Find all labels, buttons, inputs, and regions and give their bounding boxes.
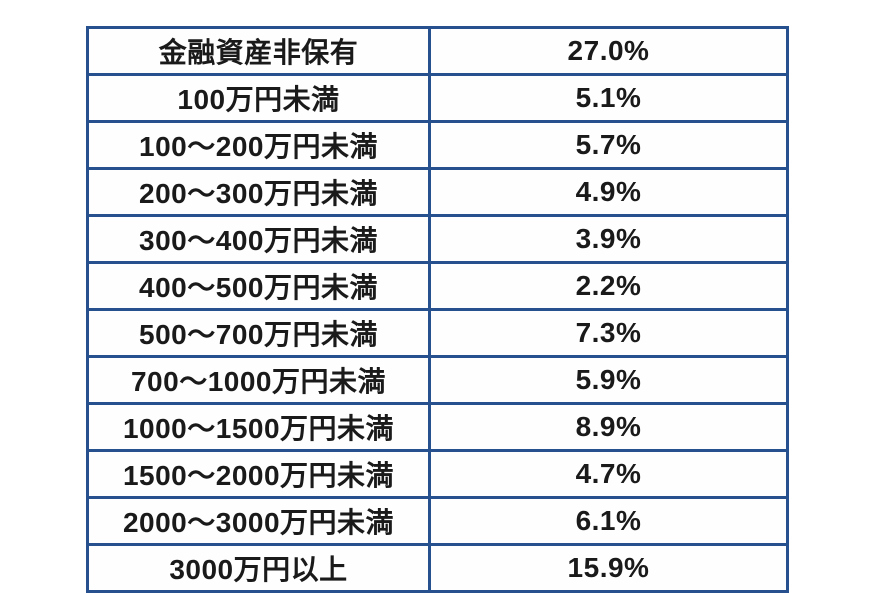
asset-range-cell: 100万円未満 bbox=[86, 73, 431, 123]
percentage-cell: 5.9% bbox=[428, 355, 789, 405]
asset-range-cell: 1500〜2000万円未満 bbox=[86, 449, 431, 499]
asset-distribution-table: 金融資産非保有 27.0% 100万円未満 5.1% 100〜200万円未満 5.7% 20… bbox=[86, 26, 789, 593]
table-row: 1000〜1500万円未満 8.9% bbox=[86, 402, 789, 452]
percentage-cell: 7.3% bbox=[428, 308, 789, 358]
table-row: 300〜400万円未満 3.9% bbox=[86, 214, 789, 264]
percentage-cell: 27.0% bbox=[428, 26, 789, 76]
table-body: 金融資産非保有 27.0% 100万円未満 5.1% 100〜200万円未満 5.7% 20… bbox=[86, 26, 789, 593]
percentage-cell: 8.9% bbox=[428, 402, 789, 452]
asset-range-cell: 300〜400万円未満 bbox=[86, 214, 431, 264]
percentage-cell: 3.9% bbox=[428, 214, 789, 264]
asset-range-cell: 200〜300万円未満 bbox=[86, 167, 431, 217]
table-row: 500〜700万円未満 7.3% bbox=[86, 308, 789, 358]
asset-range-cell: 2000〜3000万円未満 bbox=[86, 496, 431, 546]
percentage-cell: 5.1% bbox=[428, 73, 789, 123]
asset-range-cell: 700〜1000万円未満 bbox=[86, 355, 431, 405]
table-row: 400〜500万円未満 2.2% bbox=[86, 261, 789, 311]
percentage-cell: 4.7% bbox=[428, 449, 789, 499]
percentage-cell: 4.9% bbox=[428, 167, 789, 217]
asset-range-cell: 1000〜1500万円未満 bbox=[86, 402, 431, 452]
asset-range-cell: 500〜700万円未満 bbox=[86, 308, 431, 358]
percentage-cell: 5.7% bbox=[428, 120, 789, 170]
table-row: 100万円未満 5.1% bbox=[86, 73, 789, 123]
table-row: 3000万円以上 15.9% bbox=[86, 543, 789, 593]
table-row: 1500〜2000万円未満 4.7% bbox=[86, 449, 789, 499]
asset-range-cell: 400〜500万円未満 bbox=[86, 261, 431, 311]
percentage-cell: 6.1% bbox=[428, 496, 789, 546]
table-row: 700〜1000万円未満 5.9% bbox=[86, 355, 789, 405]
table-row: 2000〜3000万円未満 6.1% bbox=[86, 496, 789, 546]
asset-range-cell: 3000万円以上 bbox=[86, 543, 431, 593]
table-row: 200〜300万円未満 4.9% bbox=[86, 167, 789, 217]
asset-range-cell: 100〜200万円未満 bbox=[86, 120, 431, 170]
asset-range-cell: 金融資産非保有 bbox=[86, 26, 431, 76]
table-row: 金融資産非保有 27.0% bbox=[86, 26, 789, 76]
table-row: 100〜200万円未満 5.7% bbox=[86, 120, 789, 170]
percentage-cell: 2.2% bbox=[428, 261, 789, 311]
percentage-cell: 15.9% bbox=[428, 543, 789, 593]
